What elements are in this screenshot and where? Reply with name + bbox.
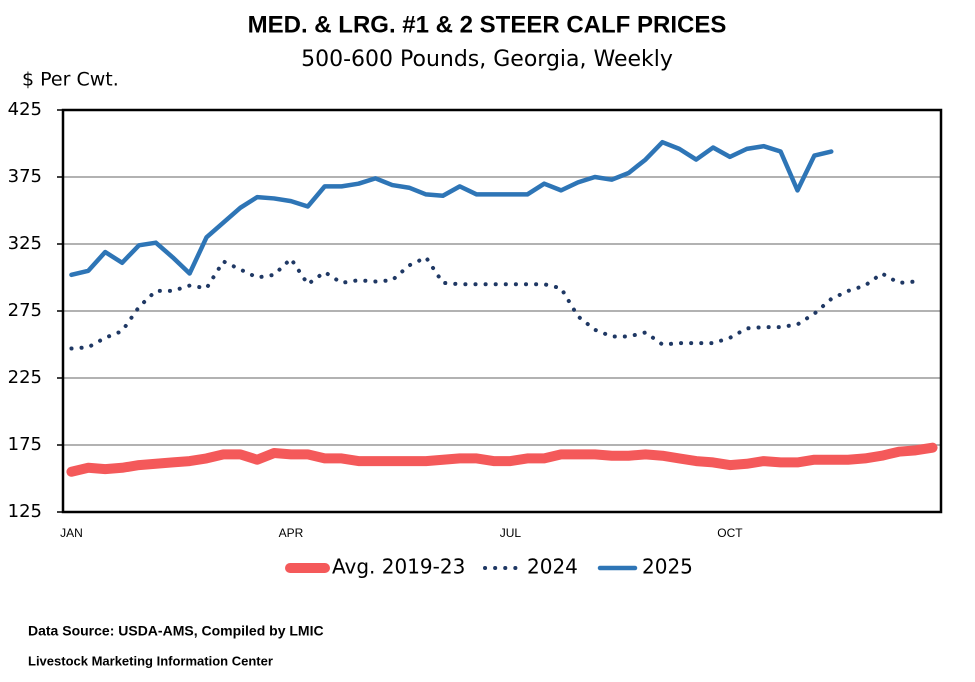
y-tick-label: 275: [8, 300, 42, 321]
x-tick-label: APR: [279, 526, 304, 540]
x-tick-label: JUL: [500, 526, 522, 540]
series-line: [66, 442, 938, 477]
y-tick-label: 325: [8, 233, 42, 254]
y-axis-label: $ Per Cwt.: [22, 69, 119, 91]
legend-label: 2024: [527, 555, 578, 579]
credit-note: Livestock Marketing Information Center: [28, 653, 273, 668]
legend-label: 2025: [642, 555, 693, 579]
series-line: [69, 139, 834, 278]
chart-subtitle: 500-600 Pounds, Georgia, Weekly: [301, 47, 673, 72]
source-note: Data Source: USDA-AMS, Compiled by LMIC: [28, 623, 324, 639]
y-tick-label: 125: [8, 501, 42, 522]
plot-border: [61, 108, 943, 514]
x-tick-label: JAN: [60, 526, 83, 540]
y-tick-label: 225: [8, 367, 42, 388]
y-tick-label: 375: [8, 166, 42, 187]
chart-title: MED. & LRG. #1 & 2 STEER CALF PRICES: [248, 11, 727, 38]
legend-label: Avg. 2019-23: [332, 555, 465, 579]
y-tick-label: 425: [8, 99, 42, 120]
y-tick-label: 175: [8, 434, 42, 455]
series-line: [69, 255, 918, 351]
x-tick-label: OCT: [717, 526, 743, 540]
